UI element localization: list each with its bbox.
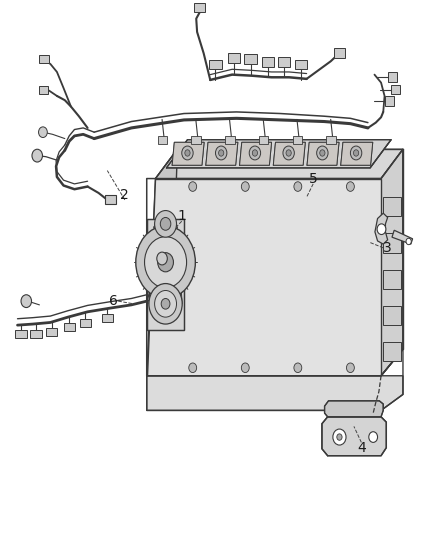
Circle shape: [158, 253, 173, 272]
Polygon shape: [273, 142, 305, 165]
Bar: [225, 136, 235, 144]
Bar: [383, 342, 401, 361]
Polygon shape: [341, 142, 373, 165]
Circle shape: [333, 429, 346, 445]
Polygon shape: [147, 376, 403, 410]
Bar: [262, 57, 274, 67]
Bar: [259, 136, 268, 144]
Circle shape: [241, 363, 249, 373]
Bar: [244, 54, 257, 64]
Bar: [39, 86, 48, 94]
Bar: [383, 233, 401, 253]
Circle shape: [32, 149, 42, 162]
Circle shape: [241, 182, 249, 191]
Polygon shape: [325, 401, 383, 417]
Polygon shape: [307, 142, 339, 165]
Circle shape: [157, 252, 167, 265]
Circle shape: [286, 150, 291, 156]
Text: 6: 6: [110, 294, 118, 308]
Circle shape: [283, 146, 294, 160]
Circle shape: [346, 182, 354, 191]
Circle shape: [249, 146, 261, 160]
Bar: [228, 53, 240, 63]
Bar: [191, 136, 201, 144]
Polygon shape: [322, 417, 386, 456]
Text: 4: 4: [357, 441, 366, 455]
Circle shape: [369, 432, 378, 442]
Bar: [293, 136, 302, 144]
Bar: [385, 96, 394, 106]
Circle shape: [145, 237, 187, 288]
Circle shape: [189, 363, 197, 373]
Text: 3: 3: [383, 241, 392, 255]
Polygon shape: [381, 149, 403, 376]
Text: 5: 5: [309, 172, 318, 185]
Bar: [39, 55, 49, 63]
Bar: [383, 270, 401, 289]
Circle shape: [219, 150, 224, 156]
Bar: [105, 195, 116, 204]
Polygon shape: [172, 142, 204, 165]
Bar: [326, 136, 336, 144]
Circle shape: [161, 298, 170, 309]
Circle shape: [155, 290, 177, 317]
Circle shape: [294, 182, 302, 191]
Polygon shape: [392, 230, 413, 244]
Circle shape: [21, 295, 32, 308]
Polygon shape: [147, 149, 177, 376]
Bar: [383, 306, 401, 325]
Circle shape: [294, 363, 302, 373]
Text: 2: 2: [120, 188, 129, 201]
Bar: [158, 136, 167, 144]
Circle shape: [317, 146, 328, 160]
Bar: [278, 57, 290, 67]
Text: 1: 1: [177, 209, 186, 223]
Polygon shape: [147, 219, 184, 330]
Bar: [102, 314, 113, 322]
Polygon shape: [166, 140, 391, 168]
Circle shape: [182, 146, 193, 160]
Circle shape: [155, 211, 177, 237]
Polygon shape: [147, 179, 381, 376]
Bar: [30, 330, 42, 338]
Circle shape: [406, 238, 411, 245]
Circle shape: [353, 150, 359, 156]
Circle shape: [350, 146, 362, 160]
Bar: [209, 60, 222, 69]
Circle shape: [189, 182, 197, 191]
Circle shape: [252, 150, 258, 156]
Circle shape: [377, 224, 386, 235]
Circle shape: [149, 284, 182, 324]
Circle shape: [346, 363, 354, 373]
Circle shape: [136, 226, 195, 298]
Circle shape: [215, 146, 227, 160]
Polygon shape: [155, 149, 403, 179]
Bar: [391, 85, 400, 94]
Circle shape: [320, 150, 325, 156]
Polygon shape: [240, 142, 272, 165]
Bar: [80, 319, 91, 327]
Bar: [64, 323, 75, 331]
Polygon shape: [375, 213, 388, 244]
Bar: [46, 328, 57, 336]
Bar: [383, 197, 401, 216]
Circle shape: [160, 217, 171, 230]
Circle shape: [185, 150, 190, 156]
Circle shape: [39, 127, 47, 138]
Bar: [334, 48, 345, 58]
Circle shape: [337, 434, 342, 440]
Bar: [388, 72, 397, 82]
Bar: [15, 330, 27, 338]
Polygon shape: [206, 142, 238, 165]
Bar: [194, 3, 205, 12]
Bar: [295, 60, 307, 69]
